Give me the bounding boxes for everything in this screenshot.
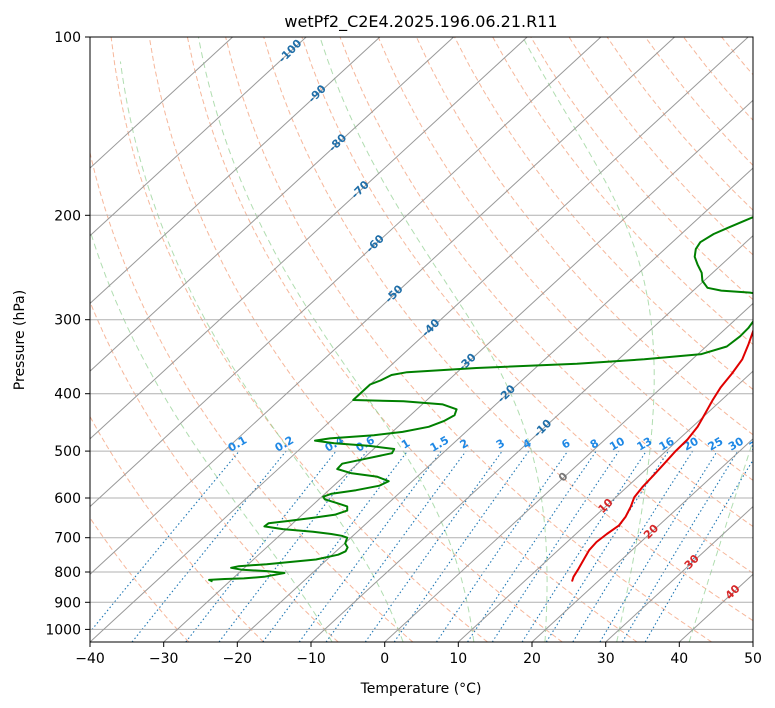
dry-adiabat (530, 37, 753, 301)
isotherm-gridline (310, 235, 753, 642)
mixing-ratio-line (521, 450, 647, 642)
isotherm-gridline (90, 37, 675, 575)
x-axis-label: Temperature (°C) (360, 681, 482, 697)
x-tick-label: 10 (449, 651, 467, 667)
mixing-ratio-line (599, 450, 718, 642)
data-series (208, 216, 753, 583)
x-tick-label: 20 (523, 651, 541, 667)
dewpoint-line (208, 216, 753, 583)
dry-adiabat (263, 37, 753, 622)
moist-adiabat (119, 61, 404, 642)
y-tick-label: 400 (54, 387, 81, 403)
moist-adiabat (688, 439, 753, 642)
dry-adiabat (148, 37, 563, 642)
grid-lines (90, 37, 753, 642)
isotherm-gridline (90, 37, 381, 305)
x-tick-label: −20 (223, 651, 253, 667)
y-tick-label: 700 (54, 531, 81, 547)
x-tick-label: −40 (75, 651, 105, 667)
mixing-ratio-line (545, 450, 669, 642)
mixing-ratio-line (435, 450, 569, 642)
background-lines (90, 37, 753, 642)
moist-adiabat (197, 37, 475, 642)
chart-title: wetPf2_C2E4.2025.196.06.21.R11 (284, 12, 557, 32)
x-tick-label: −30 (149, 651, 179, 667)
dry-adiabat (186, 37, 638, 642)
dry-adiabat (90, 516, 190, 642)
plot-frame (89, 36, 754, 643)
isotherm-gridline (90, 37, 233, 169)
y-tick-label: 500 (54, 444, 81, 460)
isotherm-gridline (457, 370, 753, 642)
mixing-ratio-line (467, 450, 597, 642)
isotherm-gridline (90, 37, 454, 372)
isotherm-gridline (90, 37, 749, 642)
y-tick-label: 900 (54, 595, 81, 611)
mixing-ratio-line (325, 450, 467, 642)
mixing-ratio-line (262, 450, 408, 642)
isotherm-gridline (384, 302, 753, 642)
mixing-ratio-line (621, 450, 739, 642)
y-axis-label: Pressure (hPa) (12, 290, 28, 390)
isotherm-gridline (163, 99, 753, 642)
dry-adiabat (377, 37, 753, 482)
dry-adiabat (90, 415, 264, 642)
x-tick-label: 0 (380, 651, 389, 667)
dry-adiabat (339, 37, 753, 528)
isotherm-gridline (90, 37, 602, 508)
isotherm-gridline (90, 37, 528, 440)
isotherm-gridline (605, 505, 753, 642)
y-tick-label: 100 (54, 30, 81, 46)
dry-adiabat (301, 37, 753, 574)
y-tick-label: 300 (54, 313, 81, 329)
y-tick-label: 600 (54, 491, 81, 507)
y-tick-label: 200 (54, 208, 81, 224)
isotherm-gridline (531, 438, 753, 642)
dry-adiabat (110, 37, 488, 642)
isotherm-gridline (90, 37, 307, 237)
y-tick-label: 800 (54, 565, 81, 581)
dry-adiabat (454, 37, 753, 391)
x-tick-label: 30 (597, 651, 615, 667)
mixing-ratio-label: 36 (747, 434, 767, 453)
x-tick-label: 40 (670, 651, 688, 667)
x-tick-label: −10 (296, 651, 326, 667)
moist-adiabat (319, 37, 548, 642)
x-tick-label: 50 (744, 651, 762, 667)
mixing-ratio-line (90, 450, 240, 633)
temperature-line (571, 328, 753, 582)
axis-ticks: −40 −30 −20 −10 0 10 20 30 40 50 100 200 300 400 500 60… (45, 30, 762, 667)
y-tick-label: 1000 (45, 622, 81, 638)
mixing-ratio-line (364, 450, 503, 642)
mixing-ratio-line (298, 450, 442, 642)
